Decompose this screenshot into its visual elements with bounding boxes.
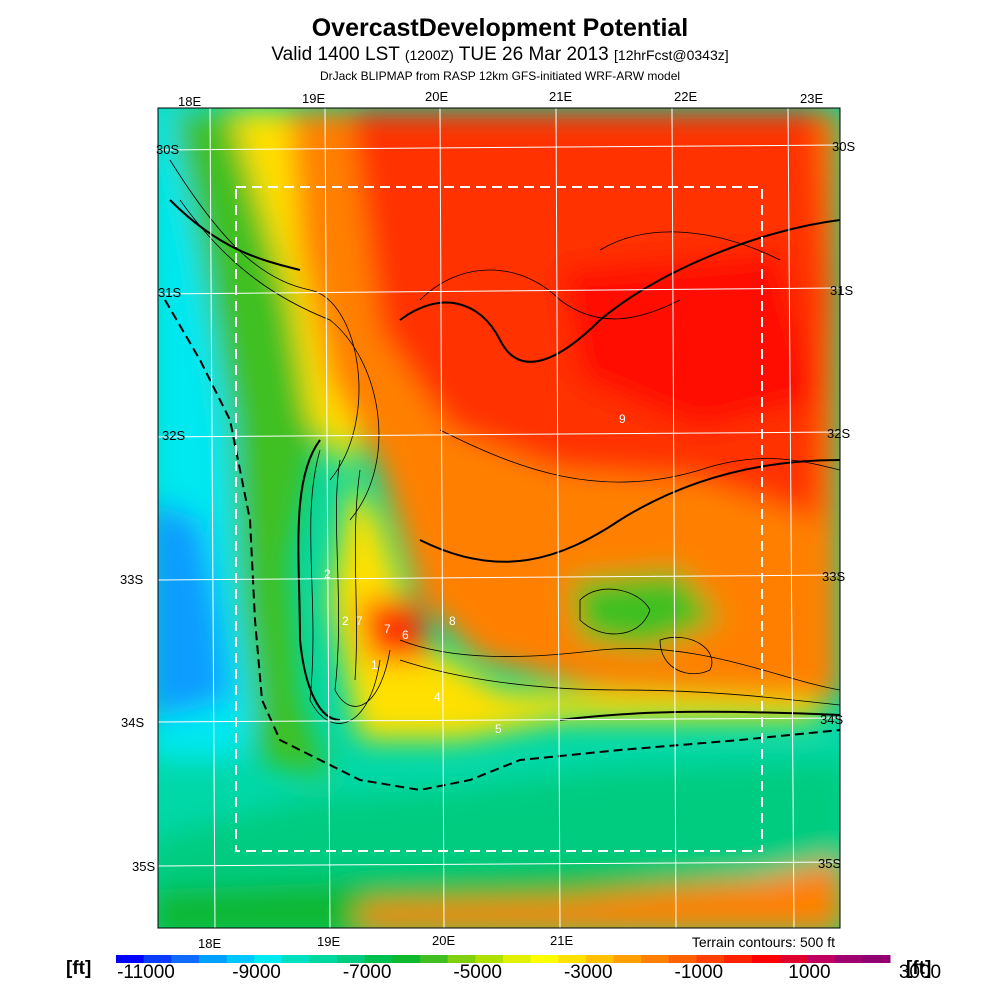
lat-label-right: 34S (820, 712, 844, 727)
colorbar-swatch (143, 955, 172, 963)
lat-label-left: 32S (162, 428, 186, 443)
colorbar-swatch (337, 955, 366, 963)
colorbar-tick-label: -1000 (674, 962, 724, 983)
colorbar-swatch (751, 955, 780, 963)
colorbar-swatch (392, 955, 421, 963)
lat-label-right: 31S (830, 283, 854, 298)
contour-label: 1 (371, 658, 378, 672)
colorbar-tick-label: -5000 (453, 962, 502, 983)
map-title: OvercastDevelopment Potential (311, 14, 689, 42)
map-field (158, 108, 840, 928)
colorbar-unit-right: [ft] (906, 958, 932, 979)
contour-label: 6 (402, 628, 409, 642)
colorbar-swatch (779, 955, 808, 963)
terrain-contours-note: Terrain contours: 500 ft (691, 934, 835, 950)
lat-label-right: 32S (827, 426, 851, 441)
colorbar-tick-label: -9000 (232, 962, 281, 983)
lat-label-right: 30S (832, 139, 856, 154)
contour-label: 4 (434, 690, 441, 704)
colorbar-unit-left: [ft] (66, 958, 92, 979)
valid-time: Valid 1400 LST (1200Z) TUE 26 Mar 2013 [… (0, 44, 1000, 66)
colorbar-swatch (558, 955, 587, 963)
colorbar-swatch (585, 955, 615, 963)
colorbar-swatch (613, 955, 642, 963)
thick-contours (169, 199, 840, 721)
lon-label-top: 21E (549, 89, 573, 104)
lat-label-left: 33S (120, 572, 144, 587)
colorbar-swatch (807, 955, 836, 963)
lon-label-top: 22E (674, 89, 698, 104)
colorbar-swatch (420, 955, 449, 963)
valid-date: TUE 26 Mar 2013 (458, 44, 609, 65)
colorbar-swatch (226, 955, 255, 963)
lon-label-bottom: 20E (432, 933, 456, 948)
colorbar-swatch (254, 955, 283, 963)
lon-label-top: 18E (178, 94, 202, 109)
colorbar-swatch (475, 955, 504, 963)
colorbar-swatch (198, 955, 228, 963)
colorbar-swatch (668, 955, 697, 963)
contour-label: 7 (384, 622, 391, 636)
colorbar-tick-label: -7000 (342, 962, 392, 983)
colorbar-swatch (696, 955, 725, 963)
colorbar-swatch (447, 955, 476, 963)
colorbar-swatch (641, 955, 670, 963)
contour-label: 9 (619, 412, 626, 426)
graticule (158, 108, 840, 928)
forecast-info: [12hrFcst@0343z] (614, 47, 729, 63)
colorbar-swatch (530, 955, 559, 963)
colorbar-swatch (281, 955, 310, 963)
lon-label-top: 23E (800, 91, 824, 106)
contour-label: 5 (495, 722, 502, 736)
colorbar-tick-label: 3000 (898, 962, 942, 983)
lon-label-top: 20E (425, 89, 449, 104)
colorbar-swatch (116, 955, 145, 963)
colorbar-tick-label: 1000 (788, 962, 831, 983)
valid-utc: (1200Z) (404, 47, 454, 63)
model-subtitle: DrJack BLIPMAP from RASP 12km GFS-initia… (319, 69, 681, 83)
colorbar-swatch (364, 955, 393, 963)
contour-label: 2 (324, 567, 331, 581)
terrain-contours (169, 159, 840, 724)
map-frame (157, 107, 841, 929)
lat-label-left: 30S (156, 142, 180, 157)
colorbar-swatch (862, 955, 891, 963)
lat-label-right: 35S (818, 856, 842, 871)
contour-label: 2 (342, 614, 349, 628)
colorbar-tick-label: -3000 (563, 962, 613, 983)
colorbar-swatch (503, 955, 532, 963)
lat-label-right: 33S (822, 569, 846, 584)
contour-label: 8 (449, 614, 456, 628)
colorbar-swatch (309, 955, 338, 963)
lon-label-bottom: 19E (317, 934, 341, 949)
contour-label: 7 (356, 614, 363, 628)
lon-label-bottom: 21E (550, 933, 574, 948)
lat-label-left: 34S (121, 715, 145, 730)
analysis-box (235, 186, 763, 852)
colorbar-swatch (834, 955, 863, 963)
colorbar-swatch (171, 955, 200, 963)
valid-prefix: Valid 1400 LST (271, 44, 400, 65)
colorbar-tick-label: -11000 (117, 962, 175, 983)
lat-label-left: 35S (132, 859, 156, 874)
lon-label-top: 19E (302, 91, 326, 106)
lat-label-left: 31S (158, 285, 182, 300)
colorbar-swatch (724, 955, 753, 963)
lon-label-bottom: 18E (198, 936, 222, 951)
